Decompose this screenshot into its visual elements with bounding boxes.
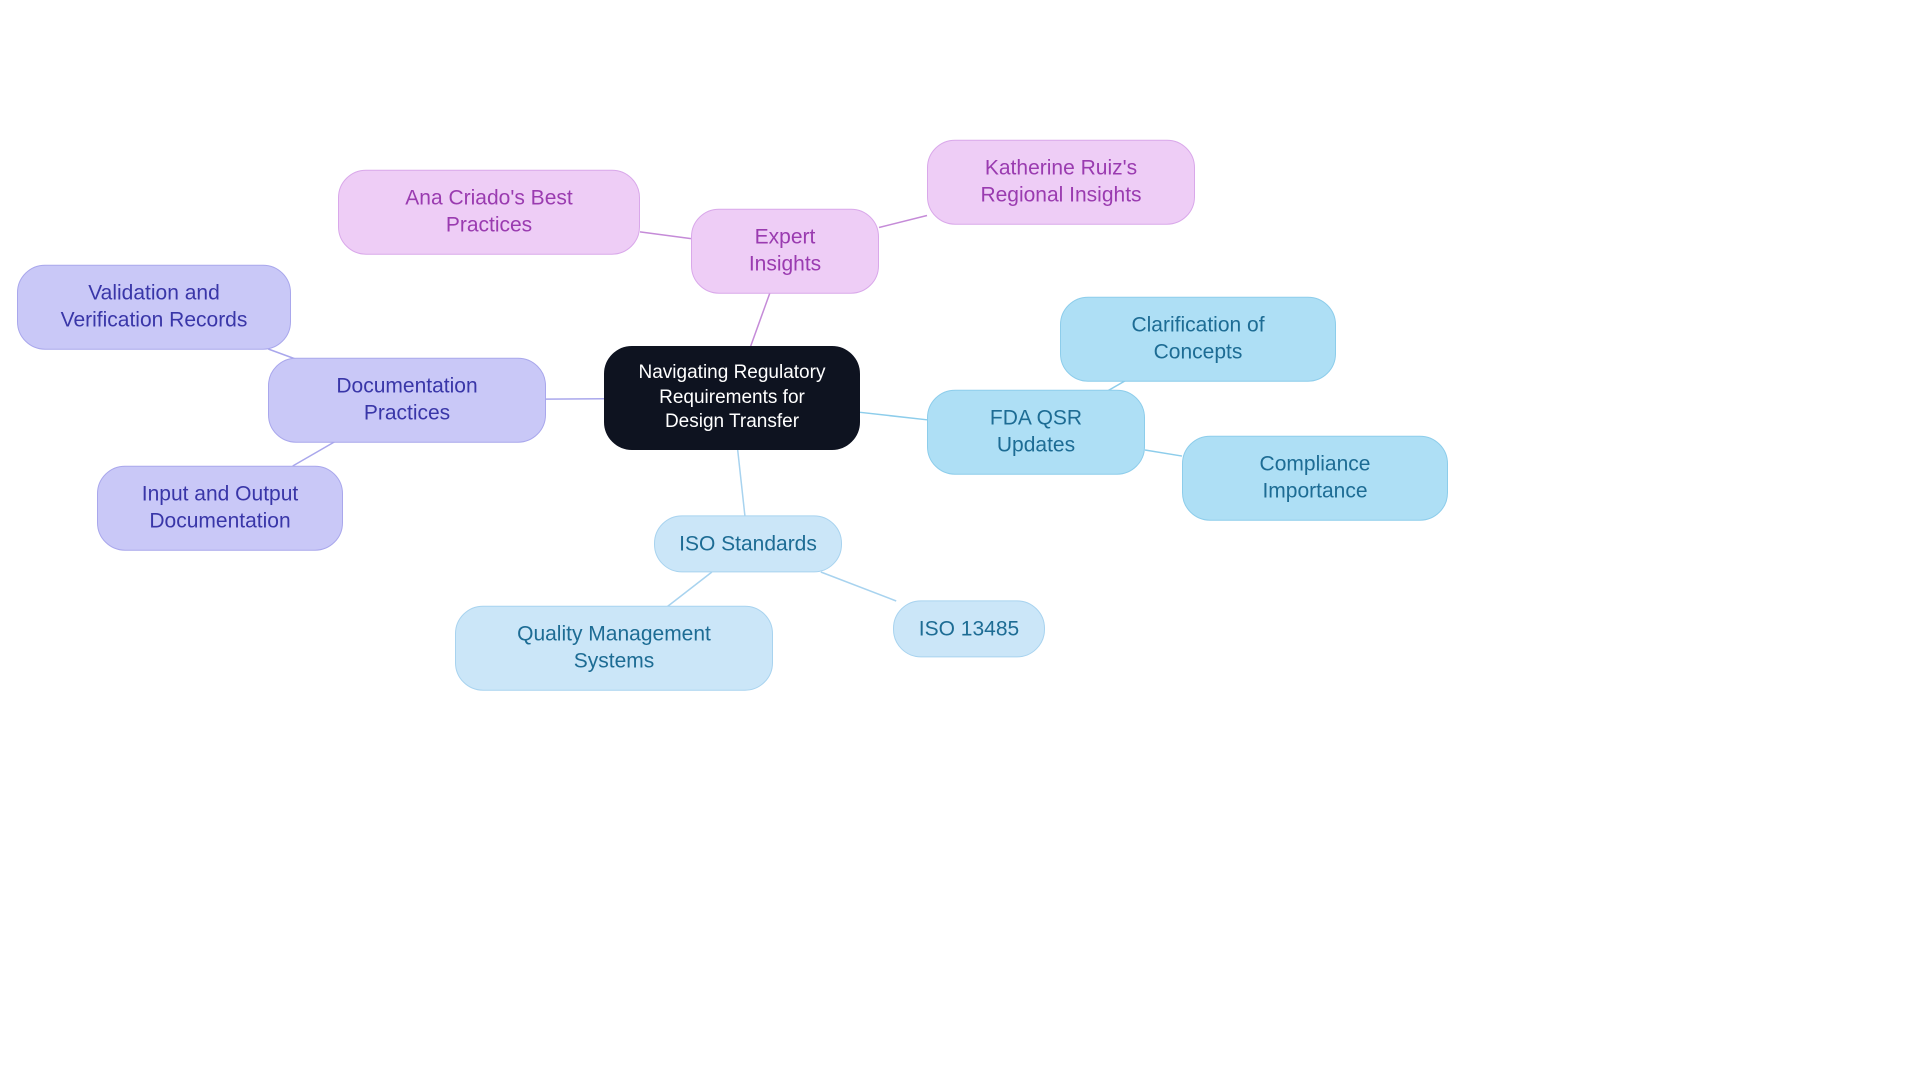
- edge: [860, 412, 927, 419]
- node-label: ISO Standards: [679, 530, 817, 557]
- node-iso: ISO Standards: [654, 515, 842, 572]
- edge: [821, 572, 896, 601]
- node-inout: Input and Output Documentation: [97, 466, 343, 551]
- node-fda: FDA QSR Updates: [927, 390, 1145, 475]
- node-valrec: Validation and Verification Records: [17, 265, 291, 350]
- node-label: Ana Criado's Best Practices: [363, 185, 615, 240]
- edge: [879, 216, 927, 228]
- node-label: Validation and Verification Records: [42, 280, 266, 335]
- node-qms: Quality Management Systems: [455, 606, 773, 691]
- edge: [737, 446, 745, 516]
- node-doc: Documentation Practices: [268, 358, 546, 443]
- mindmap-canvas: Navigating Regulatory Requirements for D…: [0, 0, 1920, 1083]
- node-clarify: Clarification of Concepts: [1060, 297, 1336, 382]
- node-label: Clarification of Concepts: [1085, 312, 1311, 367]
- node-label: Navigating Regulatory Requirements for D…: [629, 361, 835, 435]
- node-ana: Ana Criado's Best Practices: [338, 170, 640, 255]
- node-compliance: Compliance Importance: [1182, 436, 1448, 521]
- node-label: FDA QSR Updates: [952, 405, 1120, 460]
- node-iso13485: ISO 13485: [893, 600, 1045, 657]
- node-label: Katherine Ruiz's Regional Insights: [952, 155, 1170, 210]
- node-label: Compliance Importance: [1207, 451, 1423, 506]
- node-label: Documentation Practices: [293, 373, 521, 428]
- edge: [1145, 450, 1182, 456]
- node-label: Expert Insights: [716, 224, 854, 279]
- node-label: ISO 13485: [919, 615, 1019, 642]
- node-center: Navigating Regulatory Requirements for D…: [604, 346, 860, 450]
- node-expert: Expert Insights: [691, 209, 879, 294]
- node-label: Input and Output Documentation: [122, 481, 318, 536]
- node-katherine: Katherine Ruiz's Regional Insights: [927, 140, 1195, 225]
- node-label: Quality Management Systems: [480, 621, 748, 676]
- edge: [640, 232, 691, 239]
